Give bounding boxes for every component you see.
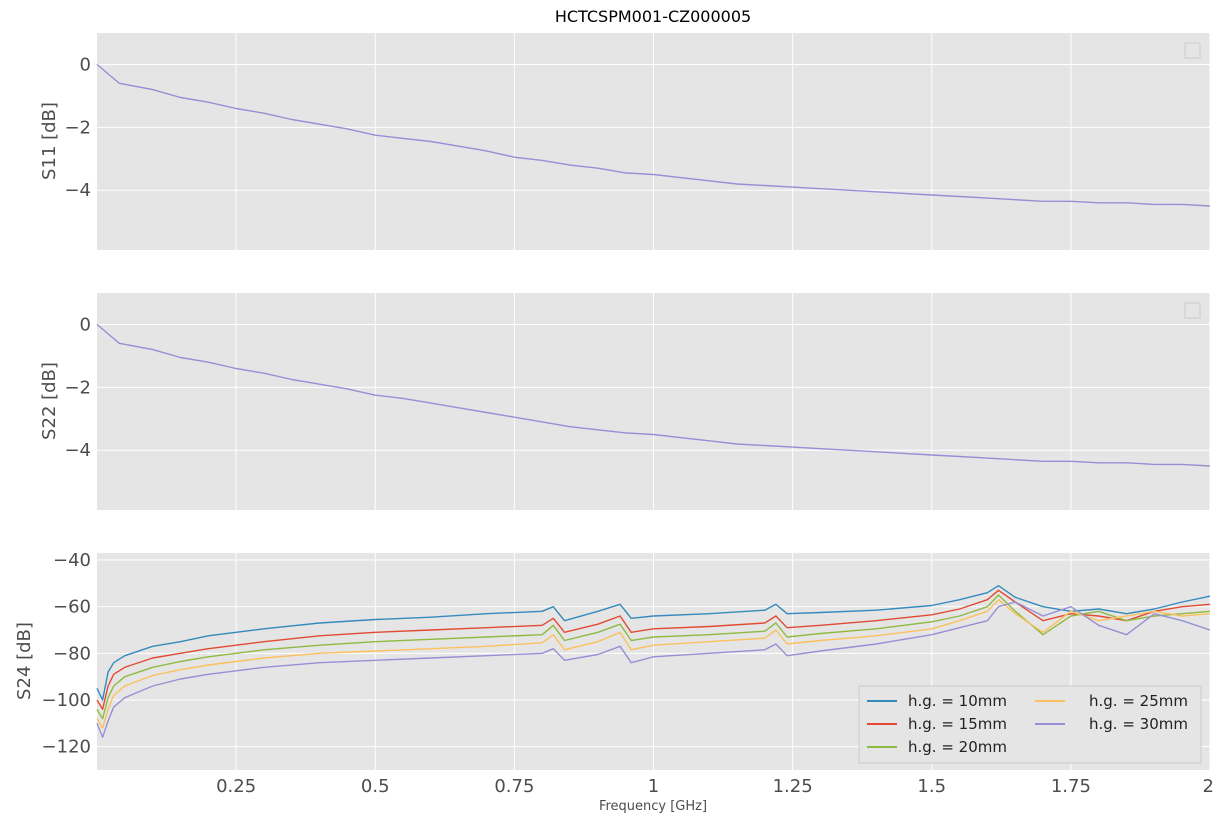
legend-label-25mm: h.g. = 25mm [1089, 692, 1188, 710]
x-tick-label: 1.5 [917, 776, 946, 797]
y-tick-label: −40 [53, 550, 91, 571]
panel-s24: −40 −60 −80 −100 −120 S24 [dB] h.g. = 10mm h… [14, 550, 1211, 770]
series-line-0 [96, 585, 1211, 701]
y-tick-label: −2 [64, 377, 91, 398]
series-line-3 [96, 599, 1211, 729]
y-tick-label: −2 [64, 117, 91, 138]
x-tick-label: 2 [1203, 776, 1214, 797]
x-tick-labels: 0.25 0.5 0.75 1 1.25 1.5 1.75 2 [216, 776, 1214, 797]
x-tick-label: 1.25 [773, 776, 813, 797]
chart-title: HCTCSPM001-CZ000005 [555, 7, 751, 26]
y-tick-label: −80 [53, 643, 91, 664]
y-axis-label: S22 [dB] [39, 362, 60, 440]
y-tick-label: −100 [42, 690, 91, 711]
series-line-4 [96, 601, 1211, 738]
empty-legend-box [1184, 42, 1201, 59]
legend-box [858, 685, 1202, 764]
x-tick-label: 1.75 [1051, 776, 1091, 797]
y-axis-label: S24 [dB] [14, 622, 35, 700]
x-tick-label: 0.25 [216, 776, 256, 797]
x-tick-label: 0.75 [494, 776, 534, 797]
legend-label-10mm: h.g. = 10mm [908, 692, 1007, 710]
series-line-0 [96, 63, 1211, 207]
panel-s11: 0 −2 −4 S11 [dB] [39, 33, 1211, 250]
x-tick-label: 0.5 [361, 776, 390, 797]
panel-s22: 0 −2 −4 S22 [dB] [39, 293, 1211, 510]
series-line-1 [96, 589, 1211, 710]
y-axis-label: S11 [dB] [39, 102, 60, 180]
y-tick-label: −60 [53, 597, 91, 618]
y-tick-label: −4 [64, 440, 91, 461]
x-axis-label: Frequency [GHz] [599, 799, 707, 814]
y-tick-label: −4 [64, 180, 91, 201]
y-tick-label: −120 [42, 737, 91, 758]
legend: h.g. = 10mm h.g. = 15mm h.g. = 20mm h.g.… [858, 685, 1202, 764]
y-tick-label: 0 [80, 314, 91, 335]
y-tick-label: 0 [80, 54, 91, 75]
series-line-0 [96, 323, 1211, 467]
x-tick-label: 1 [648, 776, 659, 797]
legend-label-20mm: h.g. = 20mm [908, 738, 1007, 756]
empty-legend-box [1184, 302, 1201, 319]
legend-label-30mm: h.g. = 30mm [1089, 715, 1188, 733]
legend-label-15mm: h.g. = 15mm [908, 715, 1007, 733]
